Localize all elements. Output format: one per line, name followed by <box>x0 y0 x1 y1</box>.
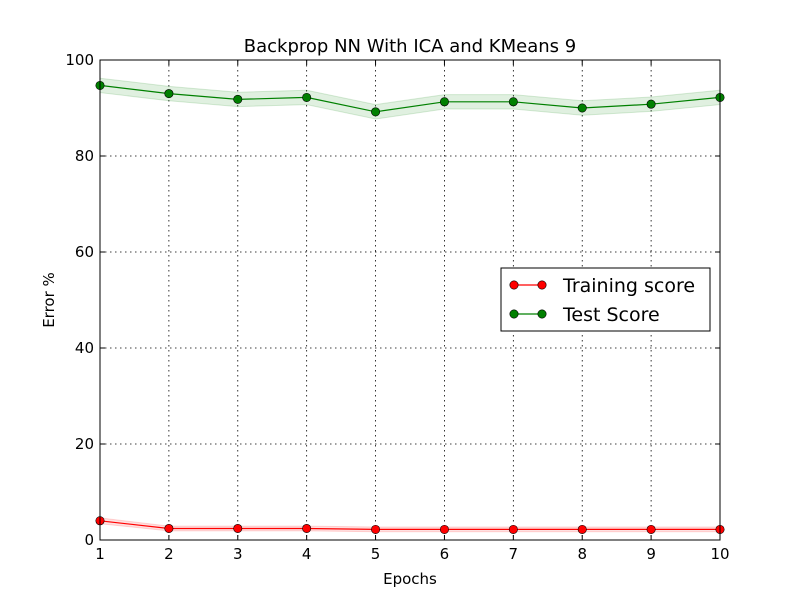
y-tick-label: 20 <box>75 435 94 453</box>
x-tick-label: 7 <box>509 545 519 563</box>
test-score-point <box>302 92 312 102</box>
test-score-point <box>233 94 243 104</box>
test-score-point <box>508 97 518 107</box>
x-tick-label: 8 <box>577 545 587 563</box>
y-tick-label: 80 <box>75 147 94 165</box>
training-score-point <box>164 523 174 533</box>
test-score-line <box>99 84 721 113</box>
y-tick-label: 0 <box>84 531 94 549</box>
test-score-point <box>646 99 656 109</box>
x-tick-label: 5 <box>371 545 381 563</box>
legend-training-score-label: Training score <box>562 275 695 297</box>
test-score-point <box>371 107 381 117</box>
training-score-point <box>233 523 243 533</box>
training-score-point <box>302 523 312 533</box>
chart-title: Backprop NN With ICA and KMeans 9 <box>244 36 576 57</box>
y-tick-label: 100 <box>65 51 94 69</box>
x-tick-label: 6 <box>440 545 450 563</box>
training-score-point <box>371 524 381 534</box>
x-tick-label: 9 <box>646 545 656 563</box>
training-score-line <box>99 520 720 531</box>
test-score-point <box>164 89 174 99</box>
legend-test-score-marker <box>509 309 519 319</box>
training-score-point <box>439 524 449 534</box>
x-tick-label: 4 <box>302 545 312 563</box>
legend-training-score-marker <box>537 280 547 290</box>
training-score-point <box>577 524 587 534</box>
legend-test-score-marker <box>537 309 547 319</box>
x-tick-label: 10 <box>710 545 729 563</box>
legend-training-score-marker <box>509 280 519 290</box>
y-tick-label: 60 <box>75 243 94 261</box>
x-axis-title: Epochs <box>383 570 437 588</box>
legend-test-score-label: Test Score <box>562 304 660 326</box>
legend: Training score Test Score <box>500 267 711 332</box>
x-tick-labels: 1 2 3 4 5 6 7 8 9 10 <box>95 545 729 563</box>
series-lines <box>99 84 721 531</box>
training-score-point <box>646 524 656 534</box>
x-tick-label: 3 <box>233 545 243 563</box>
test-score-point <box>439 97 449 107</box>
legend-box <box>500 267 711 332</box>
plot-frame <box>99 59 721 541</box>
x-tick-label: 2 <box>164 545 174 563</box>
axis-ticks <box>99 59 721 541</box>
y-tick-label: 40 <box>75 339 94 357</box>
y-axis-title: Error % <box>40 272 58 328</box>
x-tick-label: 1 <box>95 545 105 563</box>
grid <box>100 60 720 540</box>
y-tick-labels: 0 20 40 60 80 100 <box>65 51 94 549</box>
training-score-point <box>508 524 518 534</box>
test-score-point <box>577 103 587 113</box>
